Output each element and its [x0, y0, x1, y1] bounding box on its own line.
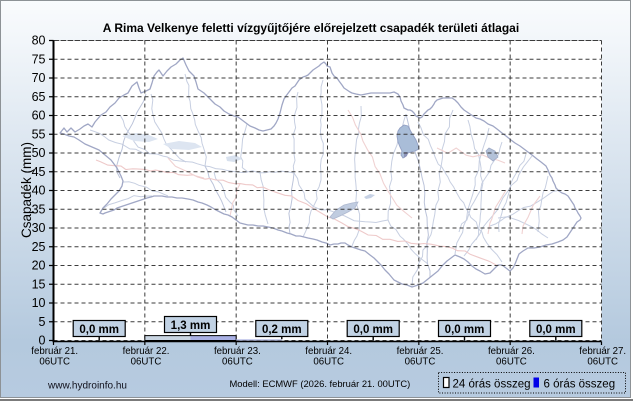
svg-text:06UTC: 06UTC	[131, 357, 162, 368]
svg-text:65: 65	[32, 90, 46, 104]
svg-text:február 25.: február 25.	[397, 346, 444, 357]
svg-text:február 24.: február 24.	[305, 346, 352, 357]
svg-text:06UTC: 06UTC	[313, 357, 344, 368]
svg-text:20: 20	[32, 259, 46, 273]
svg-text:Modell: ECMWF (2026. február 2: Modell: ECMWF (2026. február 21. 00UTC)	[230, 378, 411, 389]
svg-text:75: 75	[32, 52, 46, 66]
svg-text:60: 60	[32, 109, 46, 123]
svg-text:5: 5	[39, 315, 46, 329]
svg-text:A Rima Velkenye feletti vízgyű: A Rima Velkenye feletti vízgyűjtőjére el…	[103, 21, 519, 35]
svg-text:06UTC: 06UTC	[222, 357, 253, 368]
svg-text:0,2 mm: 0,2 mm	[262, 324, 302, 336]
svg-text:40: 40	[32, 184, 46, 198]
svg-text:80: 80	[32, 34, 46, 48]
svg-text:10: 10	[32, 296, 46, 310]
svg-text:45: 45	[32, 165, 46, 179]
svg-text:24 órás összeg: 24 órás összeg	[453, 379, 531, 391]
svg-text:www.hydroinfo.hu: www.hydroinfo.hu	[47, 381, 127, 392]
svg-text:február 27.: február 27.	[579, 346, 626, 357]
svg-text:50: 50	[32, 146, 46, 160]
svg-text:35: 35	[32, 202, 46, 216]
svg-text:70: 70	[32, 71, 46, 85]
svg-text:0,0 mm: 0,0 mm	[536, 324, 576, 336]
svg-text:06UTC: 06UTC	[39, 357, 70, 368]
svg-text:február 26.: február 26.	[488, 346, 535, 357]
svg-text:0,0 mm: 0,0 mm	[353, 324, 393, 336]
svg-text:55: 55	[32, 127, 46, 141]
svg-text:15: 15	[32, 277, 46, 291]
svg-text:0: 0	[39, 334, 46, 348]
svg-text:30: 30	[32, 221, 46, 235]
svg-text:25: 25	[32, 240, 46, 254]
svg-text:február 23.: február 23.	[214, 346, 261, 357]
svg-text:február 22.: február 22.	[123, 346, 170, 357]
svg-text:0,0 mm: 0,0 mm	[79, 324, 119, 336]
svg-text:06UTC: 06UTC	[587, 357, 618, 368]
svg-text:Csapadék (mm): Csapadék (mm)	[19, 142, 34, 238]
svg-text:06UTC: 06UTC	[496, 357, 527, 368]
svg-text:6 órás összeg: 6 órás összeg	[544, 379, 616, 391]
svg-text:1,3 mm: 1,3 mm	[171, 320, 211, 332]
svg-text:0,0 mm: 0,0 mm	[445, 324, 485, 336]
svg-text:06UTC: 06UTC	[405, 357, 436, 368]
svg-text:február 21.: február 21.	[31, 346, 78, 357]
